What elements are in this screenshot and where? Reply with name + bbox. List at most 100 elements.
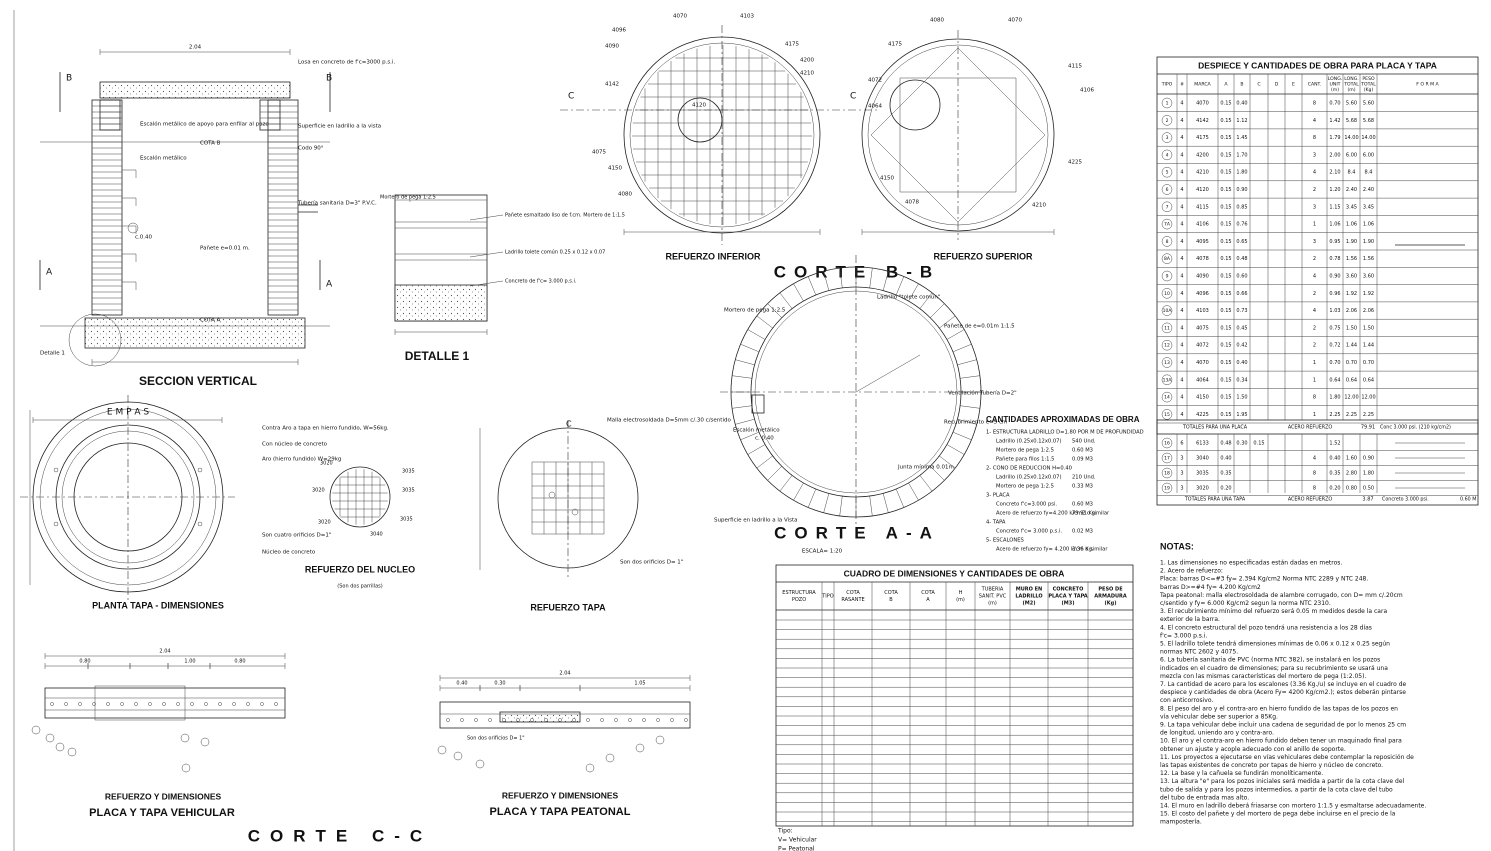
rebar-dot [78, 702, 82, 706]
note-line: 5. El ladrillo tolete tendrá dimensiones… [1160, 641, 1390, 648]
note-line: Placa: barras D<=#3 fy= 2.394 Kg/cm2 Nor… [1160, 576, 1368, 583]
column-header: A [1224, 82, 1228, 88]
table-cell: 5.60 [1363, 101, 1374, 107]
note-line: mezcla con las mismas características de… [1160, 673, 1366, 680]
table-cell: 8.4 [1365, 170, 1373, 176]
type-bubble [1161, 253, 1173, 264]
table-cell: 1.80 [1236, 170, 1247, 176]
quantity-value: 0.60 M3 [1072, 502, 1093, 508]
table-cell: 13A [1163, 377, 1173, 383]
note-line: de longitud, uniendo aro y contra-aro. [1160, 730, 1274, 737]
annotation: Aro (hierro fundido) W=29kg [262, 457, 341, 463]
rebar-dot [64, 702, 68, 706]
total-value: 3.87 [1362, 497, 1373, 503]
table-cell: 0.15 [1220, 308, 1231, 314]
annotation: COTA A [200, 318, 221, 324]
quantity-item: Ladrillo (0.25x0.12x0.07) [996, 439, 1061, 445]
type-bubble [1161, 184, 1173, 195]
quantity-item: Concreto f'c= 3.000 p.s.i. [996, 529, 1062, 535]
table-cell: 4103 [1196, 308, 1209, 314]
note-line: exterior de la barra. [1160, 616, 1220, 623]
quantity-item: Acero de refuerzo fy=4.200 k/cm2 o simil… [996, 511, 1110, 517]
table-cell: 0.15 [1220, 256, 1231, 262]
table-cell: 2 [1313, 256, 1316, 262]
note-line: 10. El aro y el contra-aro en hierro fun… [1160, 738, 1402, 745]
column-header: (Kg) [1104, 601, 1116, 607]
type-bubble [1161, 339, 1173, 351]
total-label: ACERO REFUERZO [1288, 425, 1332, 431]
table-cell: 0.15 [1220, 377, 1231, 383]
column-header: (m) [956, 597, 965, 603]
annotation: Detalle 1 [40, 351, 65, 357]
note-line: despiece y cantidades de obra (Acero Fy=… [1160, 689, 1406, 696]
table-cell: 4064 [1196, 377, 1209, 383]
table-cell: 4150 [1196, 395, 1209, 401]
brick-joint [939, 455, 956, 469]
rebar-dot [544, 718, 548, 722]
view-title: DETALLE 1 [405, 349, 470, 363]
annotation: Son cuatro orificios D=1" [262, 533, 331, 539]
mark-bubble [67, 747, 77, 757]
brick-joint [732, 375, 752, 379]
table-cell: 1.56 [1363, 256, 1374, 262]
bar-mark: 4080 [930, 18, 944, 24]
note-line: 3. El recubrimiento mínimo del refuerzo … [1160, 608, 1387, 615]
table-cell: 0.90 [1236, 187, 1247, 193]
table-cell: 17 [1164, 456, 1170, 462]
table-cell: 6 [1166, 187, 1169, 193]
table-cell: 3 [1313, 152, 1316, 158]
brick-joint [807, 488, 817, 508]
step [122, 169, 137, 178]
mark-bubble [31, 725, 41, 735]
table-cell: 1.50 [1363, 325, 1374, 331]
quantity-value: 0.60 M3 [1072, 448, 1093, 454]
quantity-item: 3- PLACA [986, 493, 1010, 499]
table-cell: 0.76 [1236, 222, 1247, 228]
annotation: c. 0.40 [755, 436, 774, 442]
view-title: SECCION VERTICAL [139, 374, 257, 388]
quantity-item: 5- ESCALONES [986, 538, 1024, 544]
table-cell: 4 [1180, 187, 1183, 193]
leader [469, 280, 504, 287]
table-cell: 4 [1166, 152, 1169, 158]
section-title: CORTE A-A [774, 523, 940, 542]
column-header: (M3) [1061, 601, 1074, 607]
bar-mark: 4200 [800, 58, 814, 64]
table-cell: 4106 [1196, 222, 1209, 228]
column-header: PESO DE [1098, 587, 1123, 593]
brick-joint [869, 268, 873, 288]
brick-joint [767, 303, 782, 318]
rebar-dot [530, 718, 534, 722]
note-line: indicados en el cuadro de dimensiones; p… [1160, 665, 1388, 672]
table-cell: 2.80 [1346, 471, 1357, 477]
table-cell: 1.44 [1363, 343, 1374, 349]
table-cell: 4 [1180, 101, 1183, 107]
column-header: TIPO [821, 594, 834, 600]
annotation: 2.04 [559, 671, 570, 677]
table-cell: 3 [1180, 456, 1183, 462]
legend-text: P= Peatonal [778, 846, 815, 851]
table-cell: 4 [1180, 135, 1183, 141]
table-cell: 4 [1180, 152, 1183, 158]
column-header: A [926, 597, 930, 603]
table-cell: 0.80 [1346, 486, 1357, 492]
annotation: A [46, 268, 53, 278]
bar-mark: 4210 [800, 71, 814, 77]
total-label: TOTALES PARA UNA TAPA [1184, 497, 1246, 503]
view-title: REFUERZO INFERIOR [665, 251, 761, 261]
brick-joint [823, 271, 830, 291]
table-cell: 12 [1164, 343, 1170, 349]
type-bubble [1161, 149, 1173, 161]
table-cell: 2 [1313, 187, 1316, 193]
brick-joint [793, 283, 804, 302]
table-cell: 2.06 [1346, 308, 1357, 314]
table-cell: 0.64 [1329, 377, 1340, 383]
column-header: TOTAL [1343, 82, 1359, 88]
annotation: Recubrimiento e=5 cm [944, 420, 1007, 426]
bar-mark: 4075 [592, 150, 606, 156]
table-cell: 1.80 [1363, 471, 1374, 477]
table-cell: 4 [1313, 274, 1316, 280]
brick-joint [895, 276, 905, 296]
table-cell: 0.72 [1329, 343, 1340, 349]
brick-joint [960, 405, 980, 409]
